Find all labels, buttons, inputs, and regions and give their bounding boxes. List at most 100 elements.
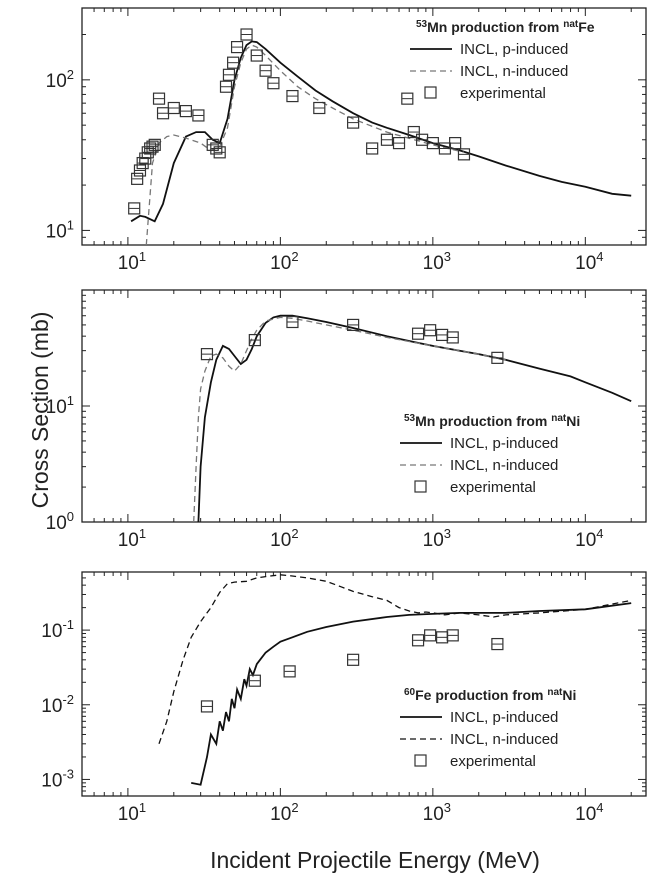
data-point	[446, 629, 459, 642]
x-tick-label: 101	[118, 526, 146, 551]
data-point	[250, 49, 263, 62]
legend-swatch-marker	[414, 754, 427, 767]
y-tick-label: 10-2	[41, 692, 74, 717]
data-point	[424, 629, 437, 642]
y-tick-label: 101	[46, 393, 74, 418]
legend: 53Mn production from natNi INCL, p-induce…	[400, 413, 580, 496]
data-point	[146, 140, 159, 153]
plot-frame	[81, 571, 647, 797]
legend-entry-label: INCL, n-induced	[450, 457, 558, 474]
legend: 53Mn production from natFe INCL, p-induce…	[410, 19, 595, 102]
series-line-n-induced	[158, 574, 632, 745]
legend-title: 53Mn production from natNi	[404, 413, 580, 429]
data-point	[240, 28, 253, 41]
y-axis-title: Cross Section (mb)	[27, 312, 53, 509]
data-point	[491, 351, 504, 364]
x-tick-label: 102	[270, 526, 298, 551]
data-point	[411, 634, 425, 647]
data-point	[347, 116, 360, 129]
x-tick-label: 104	[575, 800, 603, 825]
data-point	[179, 104, 192, 118]
legend-entry-label: INCL, n-induced	[460, 63, 568, 80]
data-point	[144, 142, 157, 155]
y-tick-label: 102	[46, 67, 74, 92]
x-tick-label: 102	[270, 800, 298, 825]
x-tick-label: 104	[575, 249, 603, 274]
data-point	[200, 700, 214, 713]
legend-entry-label: experimental	[460, 85, 546, 102]
data-point	[380, 133, 394, 146]
data-point	[133, 164, 147, 177]
data-point	[401, 92, 414, 105]
series-line-p-induced	[191, 602, 632, 786]
data-point	[167, 101, 180, 115]
data-point	[426, 137, 439, 150]
x-tick-label: 104	[575, 526, 603, 551]
legend-entry-label: INCL, n-induced	[450, 731, 558, 748]
x-axis-title: Incident Projectile Energy (MeV)	[210, 847, 540, 873]
plot-frame	[81, 7, 647, 246]
data-point	[200, 348, 214, 361]
series-line-n-induced	[193, 316, 506, 522]
data-point	[192, 109, 205, 122]
legend-entry-label: experimental	[450, 479, 536, 496]
legend-entry-label: INCL, p-induced	[450, 709, 558, 726]
y-tick-label: 10-1	[41, 617, 74, 642]
data-point	[128, 202, 141, 215]
data-point	[219, 80, 233, 93]
legend-title: 53Mn production from natFe	[416, 19, 595, 35]
data-point	[259, 64, 272, 77]
data-point	[222, 68, 236, 81]
y-tick-label: 101	[46, 217, 74, 242]
data-point	[449, 137, 462, 150]
series-line-n-induced	[145, 44, 465, 245]
data-point	[347, 653, 360, 666]
data-point	[210, 142, 223, 155]
data-point	[392, 137, 406, 150]
data-point	[152, 92, 166, 105]
data-point	[347, 318, 360, 332]
data-point	[457, 148, 471, 161]
data-point	[313, 101, 326, 115]
x-tick-label: 103	[423, 249, 451, 274]
x-tick-label: 102	[270, 249, 298, 274]
plot-area	[128, 28, 632, 245]
legend: 60Fe production from natNi INCL, p-induce…	[400, 687, 576, 770]
legend-title: 60Fe production from natNi	[404, 687, 576, 703]
x-tick-label: 103	[423, 800, 451, 825]
legend-entry-label: experimental	[450, 753, 536, 770]
data-point	[248, 333, 261, 347]
data-point	[131, 172, 144, 185]
series-line-p-induced	[197, 314, 632, 522]
data-point	[248, 674, 261, 687]
data-point	[283, 665, 296, 678]
series-line-p-induced	[130, 40, 632, 223]
legend-swatch-marker	[414, 480, 427, 493]
data-point	[366, 142, 379, 155]
x-tick-label: 103	[423, 526, 451, 551]
data-point	[227, 56, 240, 69]
panel-mn53-from-fe: 101 102 103 104 101 102 53Mn production from n…	[46, 7, 647, 274]
data-point	[286, 89, 299, 103]
legend-entry-label: INCL, p-induced	[460, 41, 568, 58]
data-point	[446, 331, 459, 344]
x-tick-label: 101	[118, 249, 146, 274]
panel-mn53-from-ni: 101 102 103 104 100 101 53Mn production from n…	[46, 289, 647, 551]
y-tick-label: 10-3	[41, 766, 74, 791]
plot-area	[158, 574, 632, 786]
data-point	[213, 146, 226, 159]
data-point	[267, 77, 280, 90]
panel-fe60-from-ni: 101 102 103 104 10-3 10-2 10-1 60Fe production …	[41, 571, 647, 825]
y-tick-label: 100	[46, 509, 74, 534]
data-point	[424, 324, 437, 337]
plot-area	[193, 314, 632, 522]
data-point	[491, 637, 504, 651]
data-point	[286, 315, 299, 329]
legend-swatch-marker	[424, 86, 437, 99]
data-point	[407, 125, 420, 139]
data-point	[206, 138, 219, 151]
data-point	[230, 40, 244, 54]
x-tick-label: 101	[118, 800, 146, 825]
